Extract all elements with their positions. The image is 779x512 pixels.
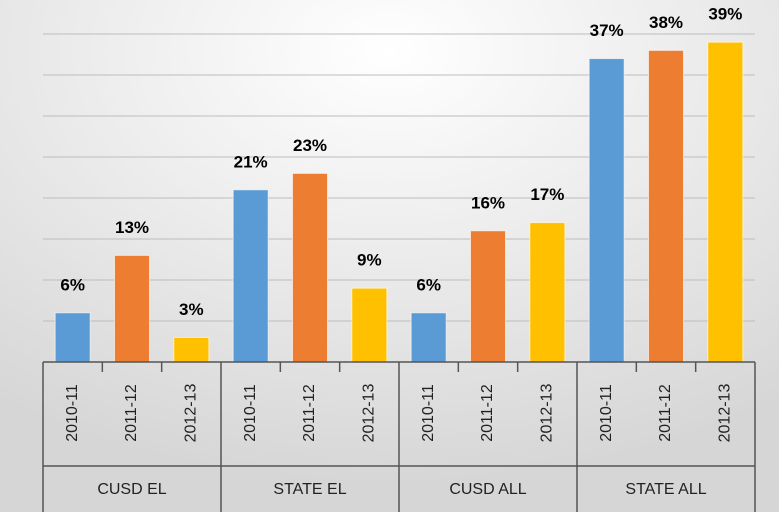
value-label: 9% (357, 251, 382, 270)
bar (588, 58, 625, 363)
value-label: 13% (115, 218, 149, 237)
bar (410, 312, 447, 363)
year-label: 2010-11 (598, 384, 615, 442)
year-label: 2011-12 (301, 384, 318, 442)
value-label: 21% (234, 152, 268, 171)
year-label: 2011-12 (657, 384, 674, 442)
value-label: 23% (293, 136, 327, 155)
value-label: 6% (416, 275, 441, 294)
year-label: 2010-11 (64, 384, 81, 442)
bar (529, 222, 566, 363)
year-label: 2012-13 (539, 384, 556, 443)
year-label: 2010-11 (242, 384, 259, 442)
category-label: CUSD EL (97, 481, 166, 498)
value-label: 39% (708, 5, 742, 24)
year-label: 2012-13 (361, 384, 378, 443)
value-label: 16% (471, 193, 505, 212)
bar (351, 287, 388, 363)
category-label: STATE ALL (625, 481, 706, 498)
value-label: 3% (179, 300, 204, 319)
value-label: 37% (590, 21, 624, 40)
year-label: 2012-13 (717, 384, 734, 443)
category-label: STATE EL (273, 481, 346, 498)
year-label: 2011-12 (479, 384, 496, 442)
bar (54, 312, 91, 363)
bar (707, 41, 744, 363)
bar (232, 189, 269, 363)
bar (470, 230, 506, 363)
value-label: 38% (649, 13, 683, 32)
value-label: 17% (530, 185, 564, 204)
year-label: 2010-11 (420, 384, 437, 442)
value-label: 6% (60, 275, 85, 294)
bar (648, 49, 684, 363)
bar (114, 254, 150, 363)
bar (173, 336, 210, 363)
year-label: 2012-13 (183, 384, 200, 443)
year-label: 2011-12 (123, 384, 140, 442)
category-label: CUSD ALL (449, 481, 526, 498)
bar (292, 172, 328, 363)
